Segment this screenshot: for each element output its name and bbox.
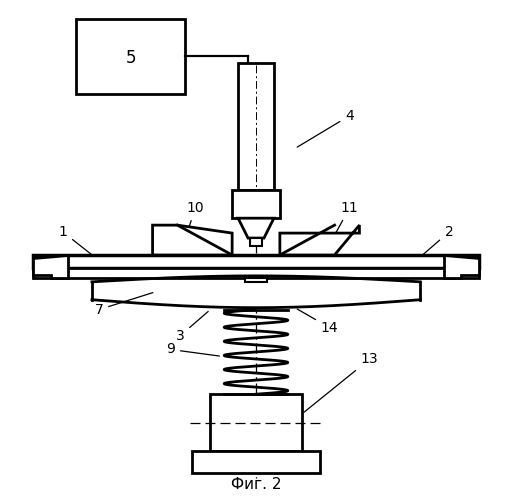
Bar: [238, 63, 274, 190]
Text: Фиг. 2: Фиг. 2: [231, 477, 281, 492]
Bar: [193, 451, 319, 473]
Text: 1: 1: [59, 225, 94, 256]
Text: 4: 4: [297, 109, 354, 147]
Polygon shape: [280, 225, 359, 255]
Polygon shape: [238, 218, 274, 238]
Bar: [210, 394, 302, 451]
Bar: [76, 20, 185, 94]
Text: 9: 9: [166, 342, 220, 356]
Bar: [33, 255, 479, 268]
Bar: [250, 238, 262, 246]
Text: 14: 14: [297, 309, 338, 334]
Text: 5: 5: [125, 49, 136, 67]
Text: 10: 10: [186, 201, 204, 235]
Text: 3: 3: [176, 312, 208, 342]
Text: 7: 7: [95, 292, 153, 316]
Polygon shape: [153, 225, 232, 255]
Polygon shape: [444, 255, 479, 278]
Bar: [33, 268, 479, 278]
Polygon shape: [33, 255, 68, 278]
Bar: [232, 190, 280, 218]
Text: 11: 11: [336, 201, 358, 232]
Text: 2: 2: [421, 225, 453, 256]
Text: 13: 13: [304, 352, 378, 412]
Bar: [245, 278, 267, 282]
